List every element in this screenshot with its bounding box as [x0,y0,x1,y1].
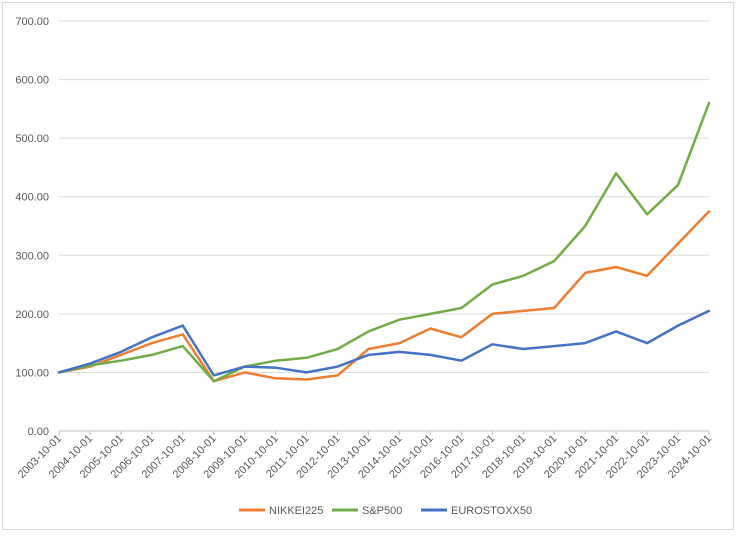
legend-label: NIKKEI225 [269,505,323,517]
y-axis-tick-labels: 0.00 100.00 200.00 300.00 400.00 500.00 600.00… [15,16,49,438]
y-tick-label: 700.00 [15,16,49,28]
legend: NIKKEI225 S&P500 EUROSTOXX50 [239,505,532,517]
y-tick-label: 200.00 [15,309,49,321]
gridlines [59,21,709,431]
x-axis-tick-labels: 2003-10-012004-10-012005-10-012006-10-01… [16,431,714,481]
y-tick-label: 400.00 [15,192,49,204]
y-tick-label: 600.00 [15,75,49,87]
series-line-0 [59,211,709,381]
y-tick-label: 100.00 [15,367,49,379]
chart-frame: 0.00 100.00 200.00 300.00 400.00 500.00 600.00… [2,2,734,530]
series-line-2 [59,311,709,376]
legend-label: EUROSTOXX50 [451,505,532,517]
y-tick-label: 500.00 [15,133,49,145]
legend-label: S&P500 [362,505,402,517]
line-chart: 0.00 100.00 200.00 300.00 400.00 500.00 600.00… [3,3,735,531]
y-tick-label: 300.00 [15,250,49,262]
y-tick-label: 0.00 [28,426,49,438]
series-lines [59,103,709,381]
series-line-1 [59,103,709,381]
